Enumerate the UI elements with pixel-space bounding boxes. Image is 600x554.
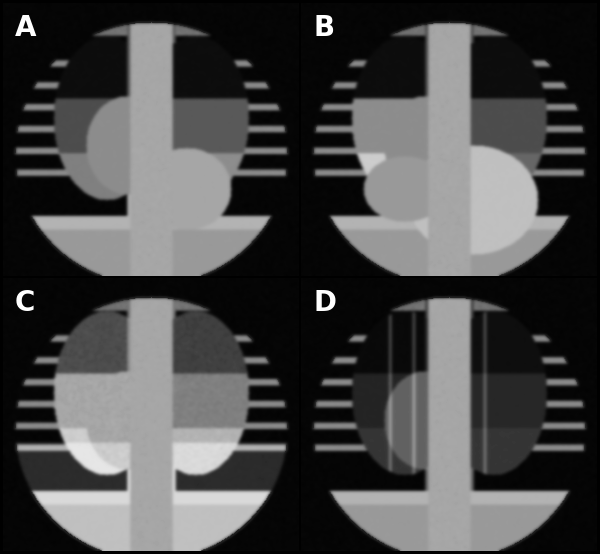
Text: C: C	[15, 289, 35, 317]
Text: D: D	[313, 289, 337, 317]
Text: A: A	[15, 14, 37, 42]
Text: B: B	[313, 14, 334, 42]
